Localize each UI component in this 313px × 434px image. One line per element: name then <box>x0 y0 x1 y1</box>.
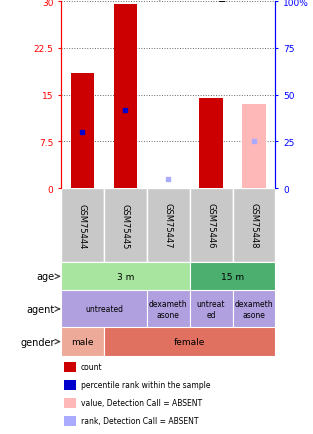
Title: GDS2231 / 1368997_at: GDS2231 / 1368997_at <box>100 0 237 1</box>
Bar <box>61 263 190 291</box>
Bar <box>64 416 76 426</box>
Text: untreated: untreated <box>85 305 123 314</box>
Bar <box>61 291 147 328</box>
Bar <box>61 328 104 356</box>
Text: male: male <box>71 337 94 346</box>
Bar <box>104 189 147 263</box>
Text: GSM75448: GSM75448 <box>249 203 259 248</box>
Bar <box>233 291 275 328</box>
Bar <box>199 99 223 189</box>
Text: 15 m: 15 m <box>221 272 244 281</box>
Text: agent: agent <box>26 304 54 314</box>
Text: 3 m: 3 m <box>117 272 134 281</box>
Bar <box>114 5 137 189</box>
Text: gender: gender <box>20 337 54 347</box>
Text: rank, Detection Call = ABSENT: rank, Detection Call = ABSENT <box>81 416 198 425</box>
Bar <box>147 189 190 263</box>
Text: GSM75446: GSM75446 <box>207 203 216 248</box>
Bar <box>64 398 76 408</box>
Bar <box>64 380 76 390</box>
Text: GSM75447: GSM75447 <box>164 203 173 248</box>
Text: age: age <box>37 272 54 282</box>
Bar <box>233 189 275 263</box>
Text: count: count <box>81 362 102 372</box>
Bar <box>190 189 233 263</box>
Text: untreat
ed: untreat ed <box>197 299 225 319</box>
Text: percentile rank within the sample: percentile rank within the sample <box>81 381 210 389</box>
Text: dexameth
asone: dexameth asone <box>235 299 273 319</box>
Text: value, Detection Call = ABSENT: value, Detection Call = ABSENT <box>81 398 202 407</box>
Bar <box>64 362 76 372</box>
Bar <box>190 291 233 328</box>
Text: GSM75445: GSM75445 <box>121 203 130 248</box>
Text: dexameth
asone: dexameth asone <box>149 299 187 319</box>
Text: GSM75444: GSM75444 <box>78 203 87 248</box>
Bar <box>104 328 275 356</box>
Bar <box>242 105 266 189</box>
Text: female: female <box>174 337 205 346</box>
Bar <box>147 291 190 328</box>
Bar <box>71 74 94 189</box>
Bar <box>61 189 104 263</box>
Bar <box>190 263 275 291</box>
